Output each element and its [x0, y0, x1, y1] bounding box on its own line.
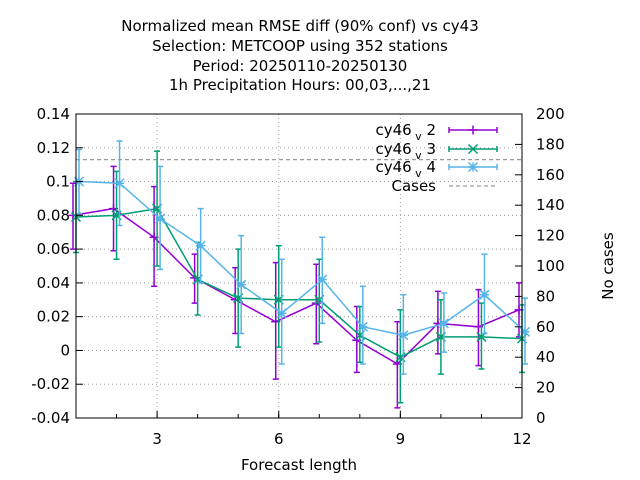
data-point: [438, 318, 449, 329]
series-line: [72, 207, 520, 365]
x-tick-label: 3: [152, 430, 162, 448]
data-point: [479, 289, 490, 300]
legend-marker: [468, 125, 478, 135]
y2-tick-label: 60: [536, 318, 555, 336]
y-tick-label: -0.04: [31, 409, 70, 427]
data-point: [114, 178, 125, 189]
series-line: [75, 207, 523, 359]
series-layer: [68, 140, 531, 409]
y-tick-label: 0.04: [37, 274, 70, 292]
series-1: [68, 165, 524, 409]
legend-label: cy46 v 3: [375, 140, 436, 162]
y-tick-label: 0: [60, 341, 70, 359]
x-tick-label: 6: [274, 430, 284, 448]
y-tick-label: -0.02: [31, 375, 70, 393]
chart-title-line-4: 1h Precipitation Hours: 00,03,...,21: [169, 76, 431, 94]
chart-title-line-1: Normalized mean RMSE diff (90% conf) vs …: [121, 17, 479, 35]
legend-label: Cases: [391, 177, 436, 195]
chart-title-line-2: Selection: METCOOP using 352 stations: [152, 37, 448, 55]
legend-marker: [467, 143, 479, 155]
data-point: [236, 279, 247, 290]
x-tick-label: 9: [396, 430, 406, 448]
y-tick-label: 0.14: [37, 105, 70, 123]
series-2: [70, 150, 528, 404]
error-bar: [275, 244, 282, 348]
data-point: [317, 274, 328, 285]
data-point: [155, 213, 166, 224]
x-tick-label: 12: [512, 430, 531, 448]
y2-axis-ticks: 0 20 40 60 80 100 120 140 160 180 200: [515, 105, 565, 427]
data-point: [357, 321, 368, 332]
chart-title: Normalized mean RMSE diff (90% conf) vs …: [121, 17, 479, 94]
y2-tick-label: 140: [536, 196, 565, 214]
y2-tick-label: 40: [536, 348, 555, 366]
chart-title-line-3: Period: 20250110-20250130: [193, 57, 408, 75]
y2-tick-label: 120: [536, 227, 565, 245]
data-point: [276, 308, 287, 319]
data-point: [195, 240, 206, 251]
y-tick-label: 0.1: [46, 173, 70, 191]
legend-label: cy46 v 2: [375, 121, 436, 143]
legend-marker: [467, 161, 479, 173]
y-axis-ticks: -0.04 -0.02 0 0.02 0.04 0.06 0.08 0.1 0.12 0.14: [31, 105, 83, 427]
y2-axis-label: No cases: [599, 232, 617, 300]
series-line: [78, 180, 526, 337]
y-tick-label: 0.12: [37, 139, 70, 157]
y2-tick-label: 100: [536, 257, 565, 275]
y2-tick-label: 0: [536, 409, 546, 427]
data-point: [398, 330, 409, 341]
y2-tick-label: 20: [536, 379, 555, 397]
y-tick-label: 0.08: [37, 206, 70, 224]
y2-tick-label: 180: [536, 135, 565, 153]
y-tick-label: 0.02: [37, 308, 70, 326]
legend-label: cy46 v 4: [375, 158, 436, 180]
data-point: [519, 326, 531, 337]
y2-tick-label: 160: [536, 166, 565, 184]
y2-tick-label: 80: [536, 287, 555, 305]
y2-tick-label: 200: [536, 105, 565, 123]
x-axis-ticks: 3 6 9 12: [75, 411, 532, 448]
y-tick-label: 0.06: [37, 240, 70, 258]
series-3: [73, 140, 531, 375]
x-axis-label: Forecast length: [241, 456, 357, 474]
